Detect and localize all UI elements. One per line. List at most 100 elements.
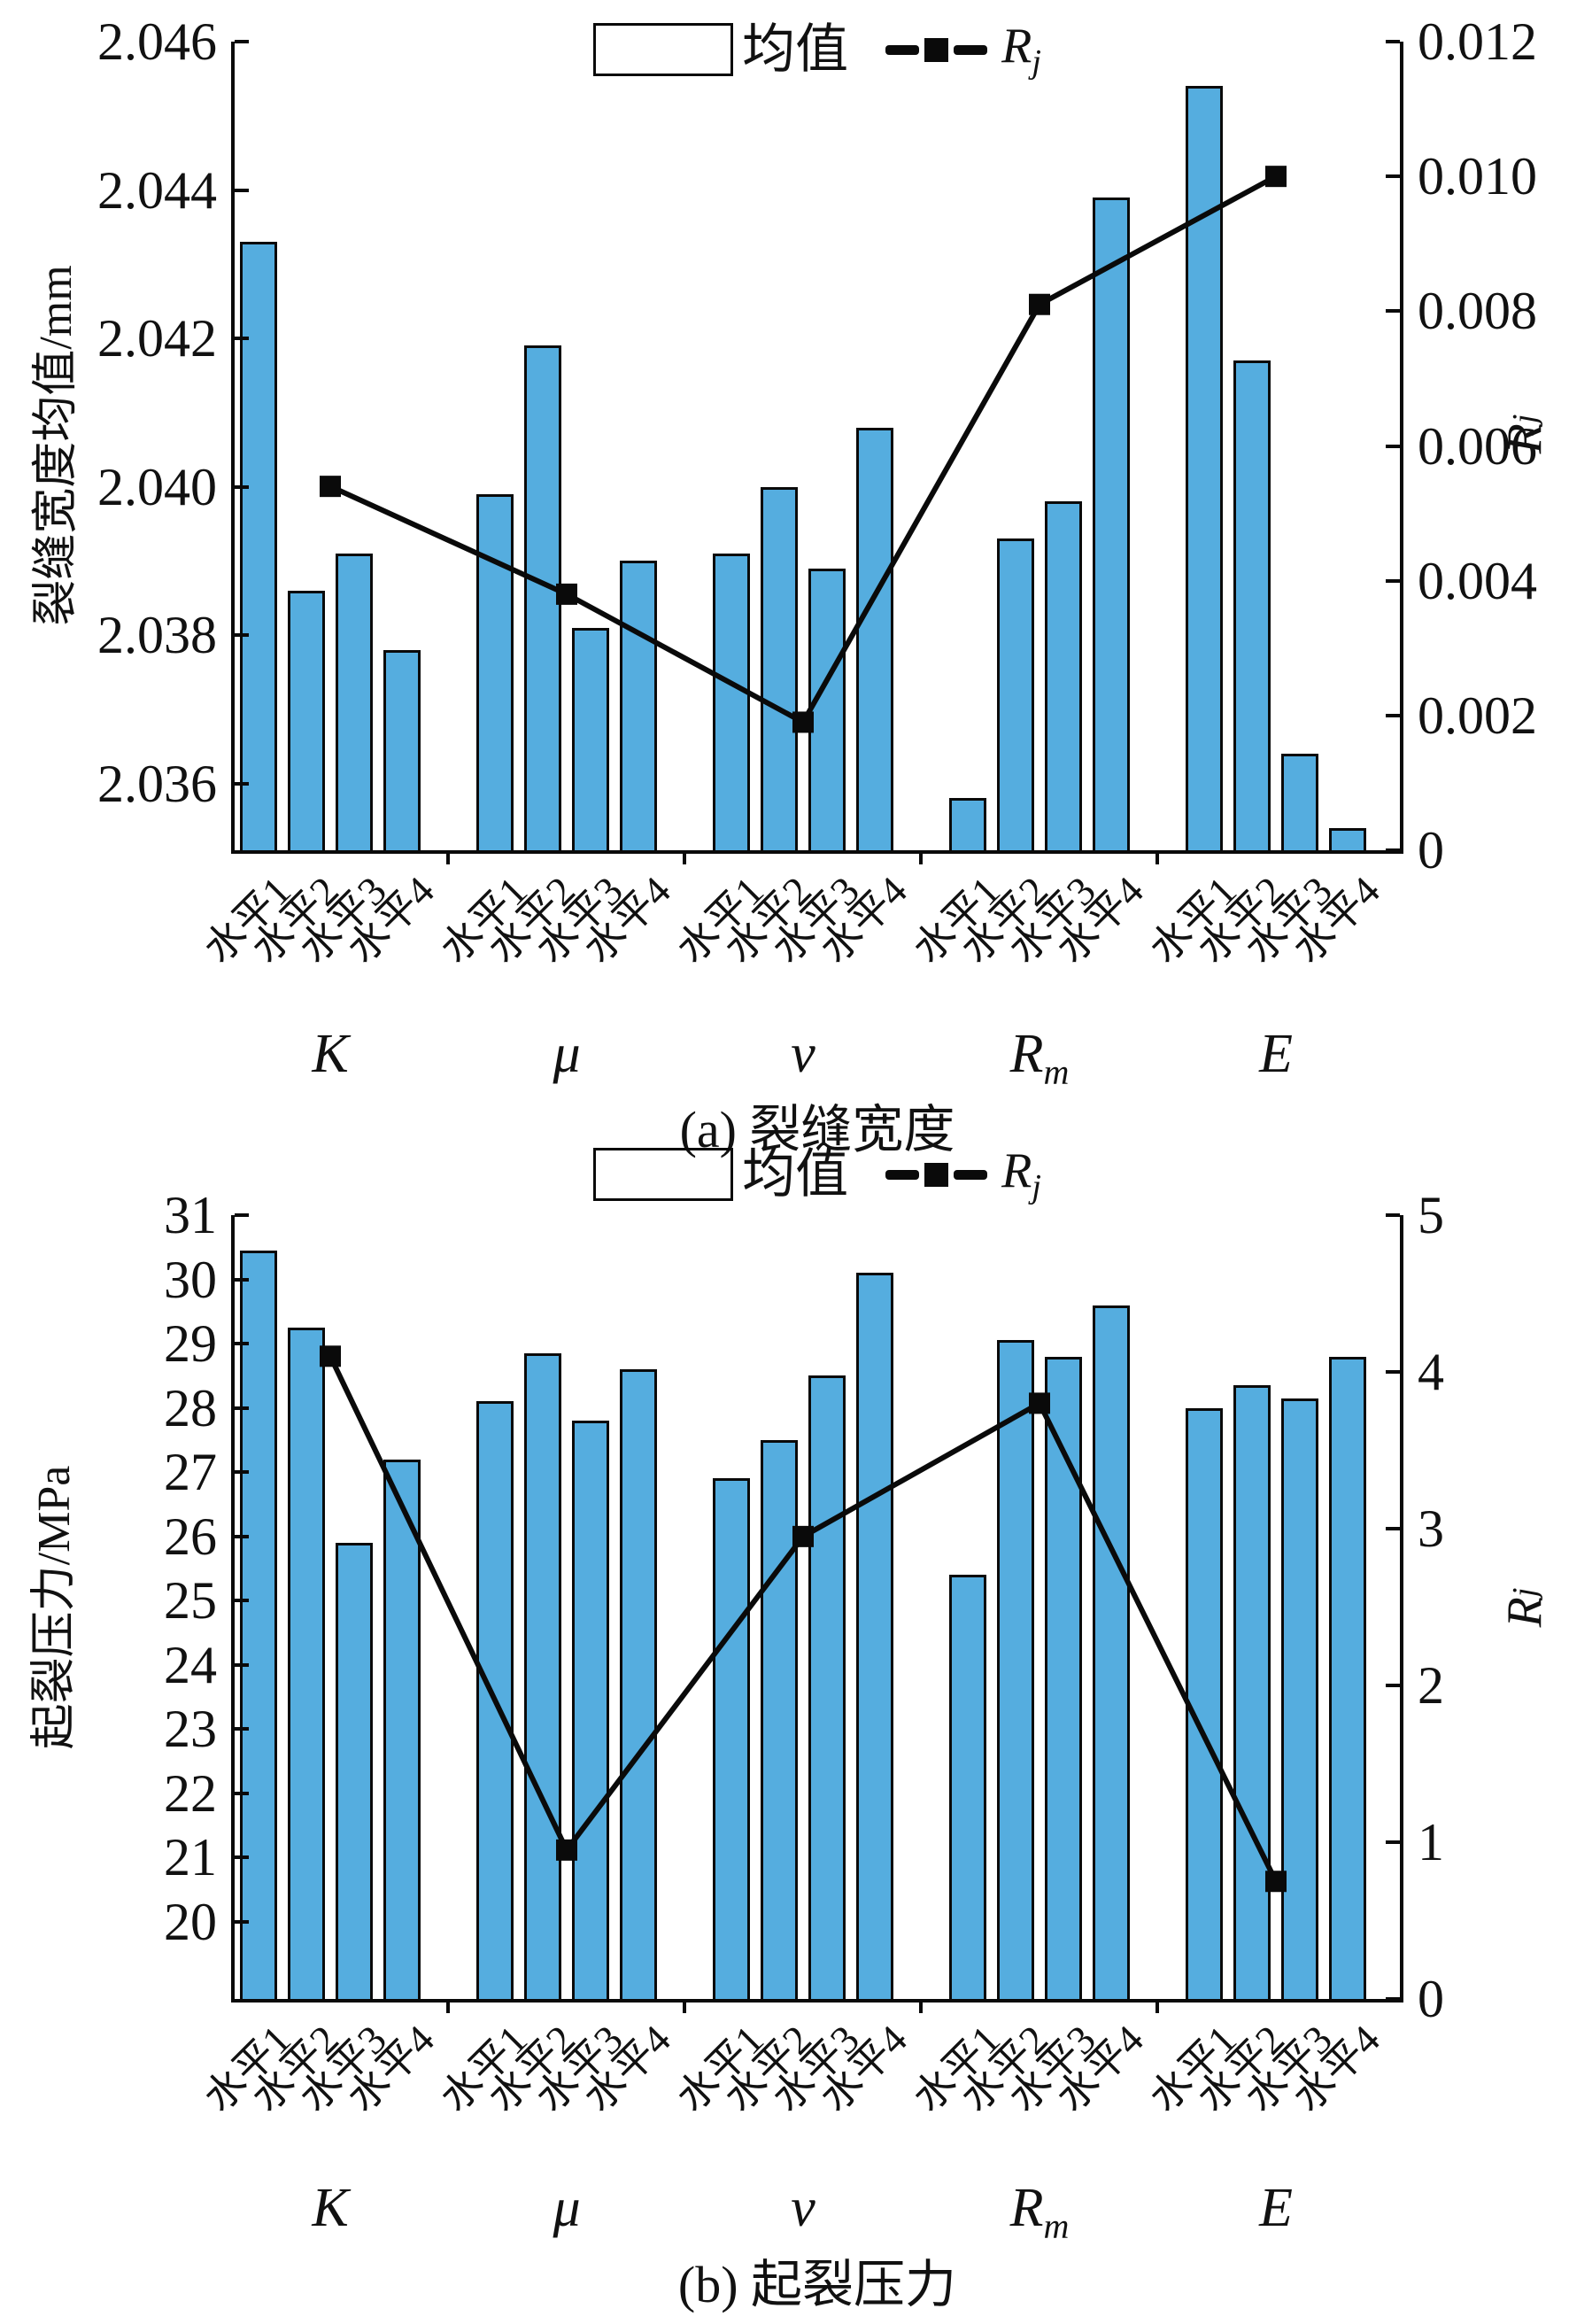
rj-marker-Rm [1029, 1392, 1050, 1414]
bar-Rm-level2 [997, 538, 1034, 850]
x-tick-label: 水平1 [668, 2016, 772, 2121]
y2-tick-label: 3 [1418, 1499, 1444, 1558]
bar-μ-level3 [572, 627, 609, 850]
x-tick-label: 水平4 [338, 2016, 443, 2121]
legend-bar-label: 均值 [742, 1145, 849, 1205]
x-tick-label: 水平3 [527, 2016, 631, 2121]
y2-tick-label: 5 [1418, 1186, 1444, 1244]
rj-marker-v [792, 1525, 814, 1547]
bar-E-level2 [1233, 360, 1271, 850]
bar-v-level4 [856, 427, 893, 850]
y-tick-label: 26 [164, 1507, 217, 1566]
x-tick-label: 水平4 [1047, 2016, 1152, 2121]
bar-v-level3 [808, 568, 846, 850]
x-tick-label: 水平3 [763, 867, 868, 972]
bar-v-level1 [713, 1478, 750, 1999]
bar-K-level1 [240, 242, 277, 850]
y2-tick [1386, 1840, 1400, 1844]
bar-μ-level3 [572, 1421, 609, 1999]
bar-μ-level1 [476, 1401, 514, 1999]
y-tick-label: 2.040 [97, 457, 217, 516]
y-tick-label: 25 [164, 1571, 217, 1631]
x-group-tick [1155, 854, 1159, 864]
x-tick-label: 水平4 [575, 867, 679, 972]
y-tick [235, 1791, 249, 1795]
y-axis-title-a: 裂缝宽度均值/mm [30, 265, 81, 626]
y-tick-label: 29 [164, 1314, 217, 1374]
x-tick-label: 水平4 [1047, 867, 1152, 972]
x-tick-label: 水平2 [952, 2016, 1056, 2121]
x-tick-label: 水平3 [1236, 2016, 1341, 2121]
x-tick-label: 水平3 [527, 867, 631, 972]
x-tick-label: 水平1 [195, 2016, 299, 2121]
x-tick-label: 水平2 [1188, 2016, 1293, 2121]
y-tick [235, 1855, 249, 1860]
y-tick [235, 1406, 249, 1410]
y-tick [235, 1213, 249, 1217]
bar-E-level4 [1329, 827, 1366, 850]
bar-μ-level2 [524, 345, 561, 850]
x-group-tick [1155, 2003, 1159, 2013]
x-tick-label: 水平4 [811, 867, 916, 972]
x-tick-label: 水平4 [811, 2016, 916, 2121]
y2-tick-label: 2 [1418, 1656, 1444, 1715]
bar-K-level3 [336, 553, 373, 850]
rj-line-layer [320, 166, 1287, 733]
legend-line-glyph [885, 1162, 988, 1187]
y2-tick [1386, 1684, 1400, 1687]
legend-line-label: Rj [1001, 19, 1041, 81]
y2-tick-label: 0.012 [1418, 12, 1537, 71]
legend-bar-swatch [593, 1148, 734, 1202]
y2-tick [1386, 713, 1400, 717]
y2-tick [1386, 40, 1400, 43]
y-tick [235, 40, 249, 43]
rj-line-layer [320, 1345, 1287, 1893]
x-tick-label: 水平2 [952, 867, 1056, 972]
x-tick-label: 水平2 [715, 2016, 820, 2121]
y2-tick-label: 0.010 [1418, 147, 1537, 206]
x-group-tick [683, 854, 686, 864]
bar-E-level3 [1281, 754, 1318, 850]
x-tick-label: 水平4 [338, 867, 443, 972]
y2-tick-label: 0.002 [1418, 686, 1537, 745]
y-tick-label: 27 [164, 1443, 217, 1502]
y-tick-label: 22 [164, 1763, 217, 1823]
bar-Rm-level3 [1045, 501, 1082, 850]
x-tick-label: 水平2 [243, 2016, 347, 2121]
legend-bar-swatch [593, 23, 734, 77]
bar-E-level3 [1281, 1398, 1318, 1999]
legend-b: 均值 Rj [235, 1143, 1400, 1206]
bar-μ-level4 [620, 561, 657, 850]
plot-area-b [231, 1213, 1403, 2003]
bar-Rm-level4 [1093, 197, 1130, 850]
bar-E-level2 [1233, 1385, 1271, 1999]
bar-K-level2 [288, 1327, 325, 1999]
x-group-tick [446, 854, 450, 864]
y-tick [235, 1919, 249, 1924]
x-tick-label: 水平1 [904, 867, 1009, 972]
y-tick-label: 21 [164, 1828, 217, 1887]
y2-tick [1386, 848, 1400, 852]
bar-Rm-level3 [1045, 1356, 1082, 1999]
y2-tick [1386, 1527, 1400, 1530]
x-group-tick [683, 2003, 686, 2013]
rj-marker-μ [556, 583, 577, 605]
x-tick-label: 水平3 [763, 2016, 868, 2121]
y2-tick-label: 0 [1418, 821, 1444, 879]
bar-K-level4 [383, 1459, 421, 1999]
x-group-tick [446, 2003, 450, 2013]
bar-K-level1 [240, 1250, 277, 1999]
x-tick-label: 水平2 [479, 867, 584, 972]
bar-E-level1 [1186, 1407, 1223, 1999]
x-tick-label: 水平4 [1284, 867, 1388, 972]
x-group-tick [919, 2003, 923, 2013]
y2-tick [1386, 444, 1400, 448]
x-tick-label: 水平1 [904, 2016, 1009, 2121]
x-tick-label: 水平1 [1140, 2016, 1245, 2121]
y-tick-label: 2.036 [97, 754, 217, 813]
y-tick-label: 2.038 [97, 606, 217, 665]
legend-bar-label: 均值 [742, 20, 849, 80]
